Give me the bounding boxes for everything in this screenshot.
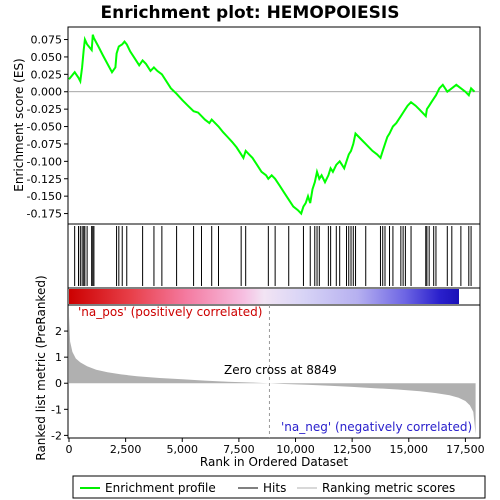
rank-y-axis-label: Ranked list metric (PreRanked)	[34, 275, 48, 460]
enrichment-profile-line	[68, 34, 476, 216]
hits-panel	[67, 223, 481, 289]
rank-y-tick-label: -1	[51, 403, 62, 416]
rank-x-tick-label: 7,500	[223, 443, 255, 456]
es-y-axis: -0.175 -0.150 -0.125 -0.100 -0.075 -0.050 -0.0…	[27, 34, 68, 221]
zero-cross-label: Zero cross at 8849	[224, 363, 337, 377]
rank-color-bar	[69, 289, 459, 304]
hits-panel-frame	[67, 223, 481, 289]
chart-title: Enrichment plot: HEMOPOIESIS	[101, 3, 400, 23]
legend: Enrichment profile Hits Ranking metric s…	[72, 475, 486, 499]
es-y-tick-label: -0.075	[27, 138, 62, 151]
rank-y-tick-label: -2	[51, 429, 62, 442]
na-neg-label: 'na_neg' (negatively correlated)	[281, 420, 472, 434]
rank-metric-panel: -2 -1 0 1 2 0 2,500 5,000 7,500 10,000 12,500 15,0…	[34, 275, 485, 469]
es-y-tick-label: -0.150	[27, 190, 62, 203]
es-y-tick-label: 0.025	[31, 68, 63, 81]
rank-x-tick-label: 2,500	[110, 443, 142, 456]
es-y-tick-label: -0.175	[27, 208, 62, 221]
rank-x-axis-label: Rank in Ordered Dataset	[200, 455, 348, 469]
rank-x-tick-label: 5,000	[167, 443, 199, 456]
rank-x-tick-label: 10,000	[276, 443, 315, 456]
rank-y-tick-label: 0	[55, 377, 62, 390]
es-y-tick-label: -0.025	[27, 103, 62, 116]
na-pos-label: 'na_pos' (positively correlated)	[78, 305, 262, 319]
es-y-tick-label: -0.050	[27, 121, 62, 134]
rank-y-tick-label: 2	[55, 325, 62, 338]
rank-x-tick-label: 17,500	[446, 443, 485, 456]
legend-enrichment-label: Enrichment profile	[105, 481, 216, 495]
es-panel-frame	[67, 26, 481, 225]
es-y-tick-label: -0.100	[27, 155, 62, 168]
legend-frame	[72, 475, 486, 499]
rank-x-tick-label: 0	[66, 443, 73, 456]
legend-metric-label: Ranking metric scores	[322, 481, 455, 495]
rank-y-axis: -2 -1 0 1 2	[51, 325, 68, 442]
hit-marks	[74, 226, 472, 286]
es-y-tick-label: 0.075	[31, 34, 63, 47]
rank-x-tick-label: 12,500	[333, 443, 372, 456]
es-y-axis-label: Enrichment score (ES)	[12, 58, 26, 191]
es-y-tick-label: -0.125	[27, 173, 62, 186]
rank-panel-frame	[67, 304, 481, 439]
rank-x-tick-label: 15,000	[390, 443, 429, 456]
es-y-tick-label: 0.000	[31, 86, 63, 99]
es-y-tick-label: 0.050	[31, 51, 63, 64]
rank-x-axis: 0 2,500 5,000 7,500 10,000 12,500 15,000 17,500	[66, 438, 485, 456]
es-panel: -0.175 -0.150 -0.125 -0.100 -0.075 -0.050 -0.0…	[12, 26, 481, 225]
rank-y-tick-label: 1	[55, 351, 62, 364]
legend-hits-label: Hits	[263, 481, 286, 495]
